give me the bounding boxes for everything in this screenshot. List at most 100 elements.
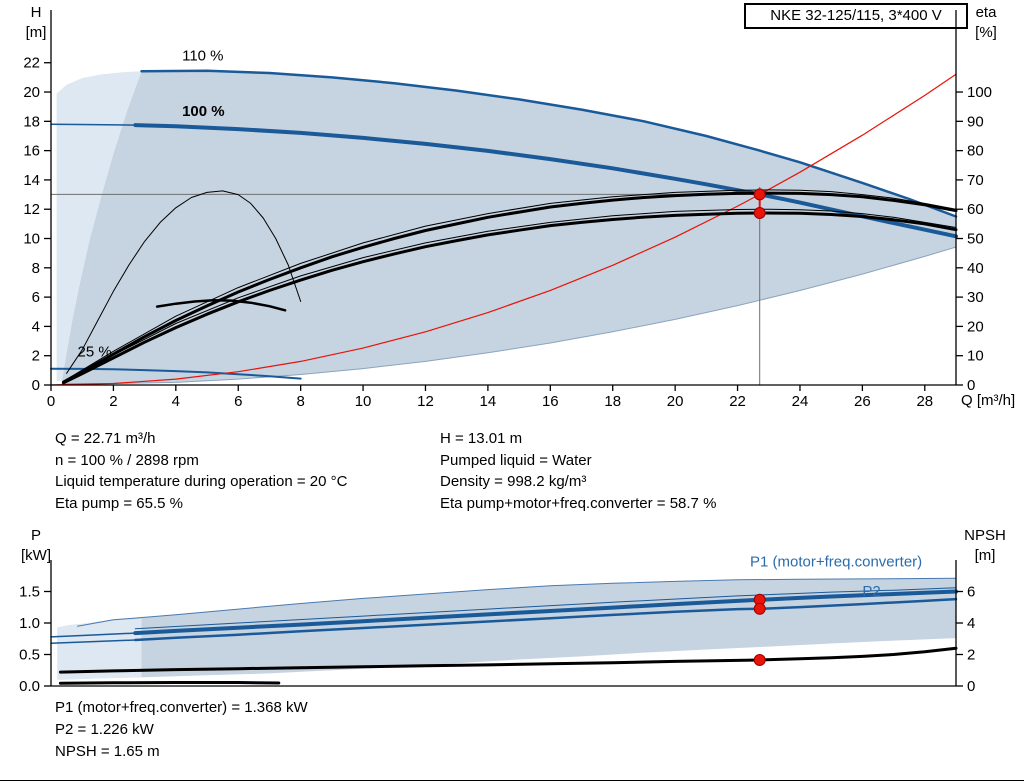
duty-point-head[interactable] [753,188,766,201]
y2-tick-label: 90 [967,113,984,130]
curve-100-extension [50,123,137,126]
info-density: Density = 998.2 kg/m³ [440,473,587,490]
x-tick-label: 18 [604,393,621,410]
y-tick-label: 4 [32,318,40,335]
pump-title: NKE 32-125/115, 3*400 V [770,7,942,24]
info-p2: P2 = 1.226 kW [55,721,154,738]
y-tick-label: 6 [32,289,40,306]
y-tick-label: 18 [23,113,40,130]
x-tick-label: 24 [792,393,809,410]
label-25-percent: 25 % [78,343,112,360]
y2-tick-label: 60 [967,201,984,218]
x-tick-label: 2 [109,393,117,410]
p2-extension [50,639,137,644]
duty-point-eta[interactable] [753,207,766,219]
y2-tick-label: 10 [967,348,984,365]
power-npsh-chart: 0.0 0.5 1.0 1.5 0 2 4 6 P1 (motor+freq.converter… [19,553,975,695]
info-npsh: NPSH = 1.65 m [55,743,160,760]
y2-tick-label: 50 [967,231,984,248]
x-tick-label: 4 [172,393,180,410]
p-axis-unit: [kW] [21,547,51,564]
eta-pump-curve [62,191,958,384]
x-tick-label: 8 [296,393,304,410]
eta-total-thin [63,208,957,383]
label-p1: P1 (motor+freq.converter) [750,553,922,570]
curve-110-percent [140,69,958,218]
npsh-axis-unit: [m] [974,547,996,564]
npsh-axis-symbol: NPSH [964,527,1006,544]
y-tick-label: 20 [23,84,40,101]
y2-tick-label: 0 [967,377,975,394]
y-tick-label: 0.0 [19,678,40,695]
info-p1: P1 (motor+freq.converter) = 1.368 kW [55,699,308,716]
envelope-top-line [77,577,957,627]
y-tick-label: 12 [23,201,40,218]
x-tick-label: 20 [667,393,684,410]
p1-curve [133,589,958,636]
y2-tick-label: 70 [967,172,984,189]
eta-axis-label: eta [%] [964,3,1008,43]
y-tick-label: 16 [23,143,40,160]
operating-point-info-left: Q = 22.71 m³/h n = 100 % / 2898 rpm Liqu… [55,428,347,514]
eta-axis-unit: [%] [975,24,997,41]
h-axis-symbol: H [30,4,42,21]
x-tick-label: 22 [729,393,746,410]
y-tick-label: 0.5 [19,647,40,664]
x-tick-label: 16 [542,393,559,410]
duty-point-p2[interactable] [753,602,766,615]
eta-25-bell [66,190,302,374]
pump-title-box: NKE 32-125/115, 3*400 V [744,3,968,29]
y-tick-label: 22 [23,55,40,72]
info-h: H = 13.01 m [440,430,523,447]
x-tick-label: 14 [480,393,497,410]
y2-tick-label: 20 [967,318,984,335]
label-110-percent: 110 % [182,48,223,65]
eta-pump-thin [63,189,957,382]
y2-tick-label: 30 [967,289,984,306]
p2-curve [134,597,958,642]
info-eta-pump: Eta pump = 65.5 % [55,494,183,512]
x-tick-label: 0 [47,393,55,410]
x-tick-label: 26 [854,393,871,410]
y-tick-label: 1.5 [19,584,40,601]
y-tick-label: 8 [32,260,40,277]
y2-tick-label: 100 [967,84,992,101]
label-100-percent: 100 % [182,103,225,120]
eta-total-curve [62,211,958,385]
y-tick-label: 10 [23,231,40,248]
operating-envelope-light [56,71,142,382]
info-pumped-liquid: Pumped liquid = Water [440,451,592,469]
y2-tick-label: 40 [967,260,984,277]
x-tick-label: 12 [417,393,434,410]
p-axis-symbol: P [30,527,41,544]
npsh-axis-label: NPSH [m] [958,526,1012,566]
eta-axis-symbol: eta [975,4,997,21]
h-axis-unit: [m] [25,24,47,41]
operating-point-info-right: H = 13.01 m Pumped liquid = Water Densit… [440,428,716,514]
duty-point-npsh[interactable] [753,654,766,666]
system-curve [50,73,957,386]
info-eta-total: Eta pump+motor+freq.converter = 58.7 % [440,494,717,512]
p-axis-label: P [kW] [14,526,58,566]
operating-envelope [61,70,956,384]
y2-tick-label: 2 [967,647,975,664]
y-tick-label: 1.0 [19,615,40,632]
npsh-curve [58,646,958,674]
p1-upper-thin [134,587,957,630]
info-speed: n = 100 % / 2898 rpm [55,451,199,469]
envelope-lower-edge [61,246,957,385]
x-tick-label: 28 [916,393,933,410]
label-p2: P2 [862,583,880,600]
y-tick-label: 14 [23,172,40,189]
info-liquid-temperature: Liquid temperature during operation = 20… [55,473,348,490]
y2-tick-label: 80 [967,143,984,160]
y-tick-label: 0 [32,377,40,394]
y-tick-label: 2 [32,348,40,365]
power-envelope [60,578,956,680]
low-speed-segment [58,681,281,685]
y2-tick-label: 4 [967,615,975,632]
p1-extension [50,632,137,638]
x-tick-label: 6 [234,393,242,410]
h-axis-label: H [m] [16,3,56,43]
y2-tick-label: 0 [967,678,975,695]
